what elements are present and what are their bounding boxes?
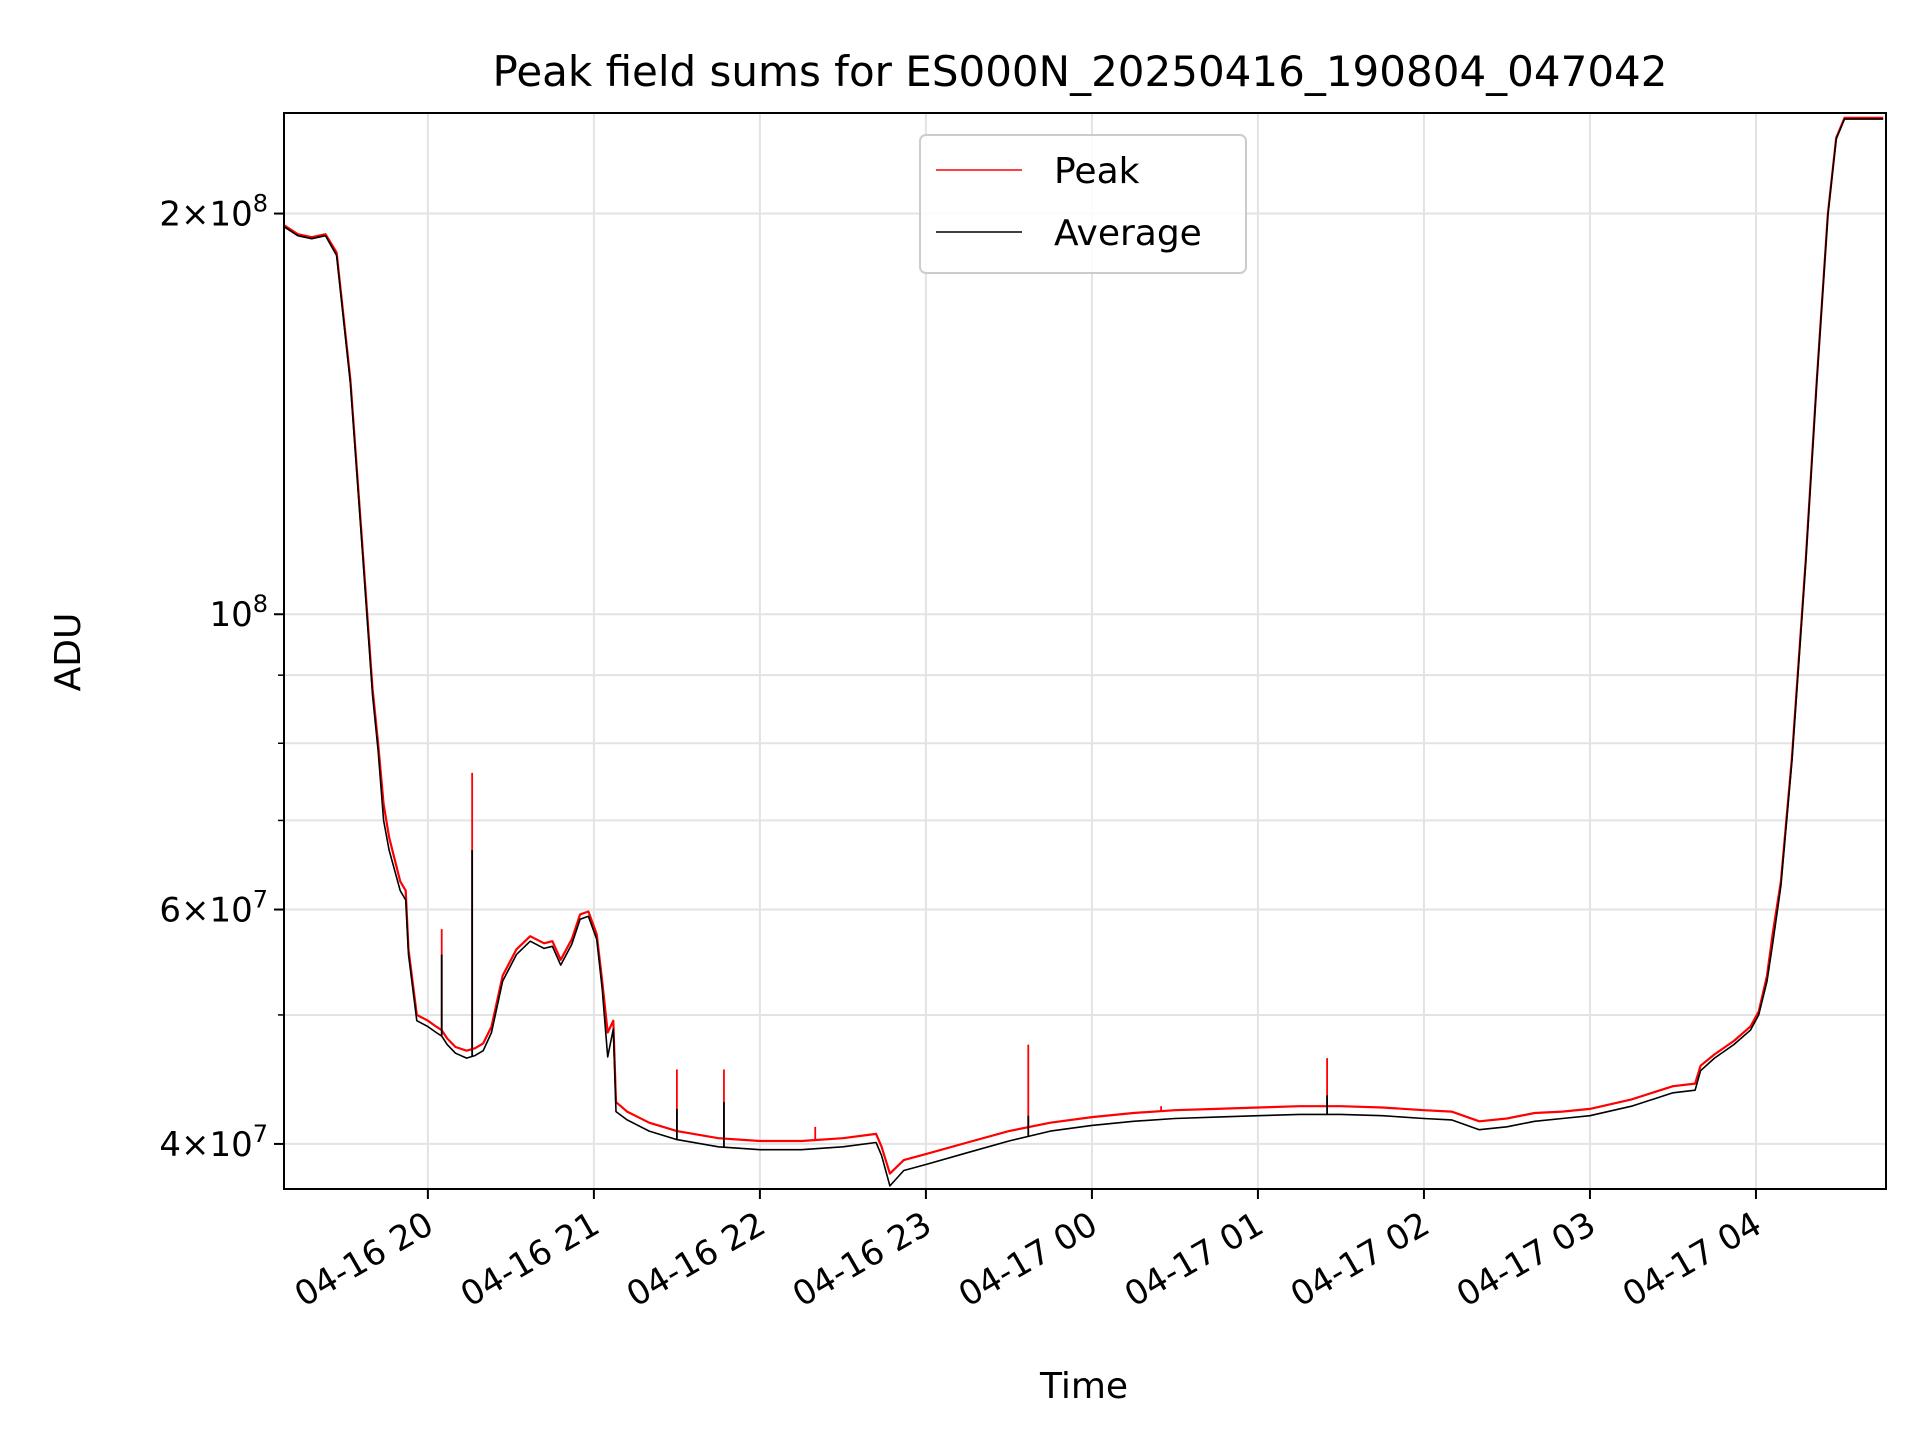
y-tick-label: 4×107 [159, 1120, 268, 1165]
grid [284, 113, 1886, 1189]
plot-frame [283, 112, 1887, 1190]
y-tick-label: 2×108 [159, 190, 268, 235]
y-axis-label: ADU [48, 613, 89, 692]
series-line-peak [283, 116, 1884, 1175]
y-axis: 4×107 6×107 108 2×108 [159, 190, 284, 1165]
legend: Peak Average [919, 134, 1247, 274]
legend-label-average: Average [1054, 213, 1202, 254]
legend-label-peak: Peak [1054, 151, 1140, 192]
series-line-average [283, 118, 1884, 1187]
plot-area [283, 116, 1884, 1187]
x-axis-label: Time [1039, 1366, 1128, 1407]
y-tick-label: 6×107 [159, 886, 268, 931]
chart-title: Peak field sums for ES000N_20250416_1908… [492, 47, 1667, 96]
y-tick-label: 108 [209, 590, 268, 635]
